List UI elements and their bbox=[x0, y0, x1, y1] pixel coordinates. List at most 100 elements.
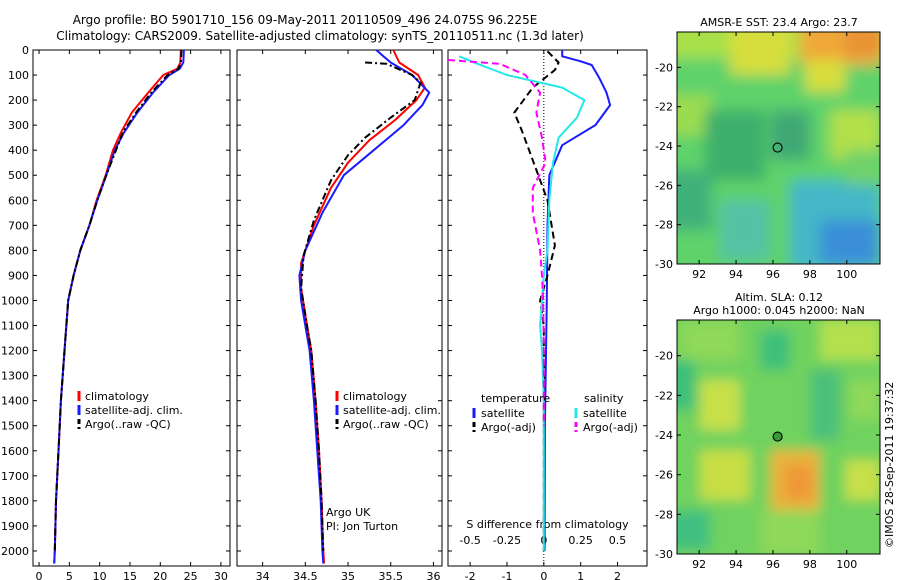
map-y-tick-label: -26 bbox=[655, 179, 673, 192]
map-y-tick-label: -28 bbox=[655, 219, 673, 232]
x-tick-label: 34 bbox=[256, 570, 270, 580]
y-tick-label: 900 bbox=[8, 269, 29, 282]
y-tick-label: 0 bbox=[22, 44, 29, 57]
x-tick-label: -1 bbox=[501, 570, 512, 580]
temperature-axes-box bbox=[32, 49, 231, 567]
legend-label: satellite-adj. clim. bbox=[343, 404, 441, 417]
x-tick-label: 25 bbox=[184, 570, 198, 580]
map-y-tick-label: -24 bbox=[655, 140, 673, 153]
x-tick-label: 5 bbox=[66, 570, 73, 580]
sst-map-panel: AMSR-E SST: 23.4 Argo: 23.7 92 94 bbox=[655, 16, 881, 281]
legend-label: Argo(-adj) bbox=[583, 421, 638, 434]
argo-annotation-1: PI: Jon Turton bbox=[326, 520, 398, 533]
y-tick-label: 1200 bbox=[1, 345, 29, 358]
difference-series-argo-adj- bbox=[513, 50, 560, 551]
header-line2: Climatology: CARS2009. Satellite-adjuste… bbox=[56, 29, 584, 43]
y-tick-label: 1600 bbox=[1, 445, 29, 458]
legend-label: Argo(..raw -QC) bbox=[85, 418, 171, 431]
map-x-tick-label: 96 bbox=[766, 268, 780, 281]
legend-label: satellite bbox=[583, 407, 627, 420]
difference-panel: -2-1012T difference from climatology-0.5… bbox=[447, 49, 648, 580]
sst-argo-marker bbox=[772, 142, 783, 153]
map-x-tick-label: 100 bbox=[836, 268, 857, 281]
map-x-tick-label: 98 bbox=[803, 268, 817, 281]
y-tick-label: 1100 bbox=[1, 320, 29, 333]
map-y-tick-label: -20 bbox=[655, 61, 673, 74]
map-y-tick-label: -22 bbox=[655, 101, 673, 114]
y-tick-label: 1300 bbox=[1, 370, 29, 383]
y-tick-label: 200 bbox=[8, 94, 29, 107]
y-tick-label: 700 bbox=[8, 219, 29, 232]
s-tick-label: 0.5 bbox=[609, 534, 627, 547]
x-tick-label: 0 bbox=[36, 570, 43, 580]
legend-header-salinity: salinity bbox=[584, 392, 624, 405]
legend-label: satellite-adj. clim. bbox=[85, 404, 183, 417]
temperature-series-climatology bbox=[53, 49, 182, 564]
map-x-tick-label: 96 bbox=[766, 558, 780, 571]
salinity-panel: 3434.53535.536salinityclimatologysatelli… bbox=[236, 49, 443, 580]
x-tick-label: 30 bbox=[214, 570, 228, 580]
x-tick-label: 2 bbox=[614, 570, 621, 580]
map-x-tick-label: 92 bbox=[692, 558, 706, 571]
y-tick-label: 1500 bbox=[1, 420, 29, 433]
legend-label: satellite bbox=[481, 407, 525, 420]
sla-argo-marker bbox=[772, 431, 783, 442]
x-tick-label: 0 bbox=[540, 570, 547, 580]
s-tick-label: -0.5 bbox=[459, 534, 480, 547]
map-y-tick-label: -26 bbox=[655, 469, 673, 482]
difference-series-argo-adj- bbox=[447, 59, 547, 426]
header-line1: Argo profile: BO 5901710_156 09-May-2011… bbox=[73, 13, 538, 27]
map-y-tick-label: -22 bbox=[655, 389, 673, 402]
argo-annotation-0: Argo UK bbox=[326, 506, 371, 519]
imos-watermark: ©IMOS 28-Sep-2011 19:37:32 bbox=[883, 382, 896, 548]
x-tick-label: 20 bbox=[153, 570, 167, 580]
x-tick-label: 35.5 bbox=[379, 570, 404, 580]
x-tick-label: 15 bbox=[123, 570, 137, 580]
y-tick-label: 1800 bbox=[1, 495, 29, 508]
legend-label: climatology bbox=[343, 390, 407, 403]
x-tick-label: 1 bbox=[577, 570, 584, 580]
s-tick-label: 0.25 bbox=[568, 534, 593, 547]
map-x-tick-label: 98 bbox=[803, 558, 817, 571]
y-tick-label: 1700 bbox=[1, 470, 29, 483]
x-tick-label: 10 bbox=[93, 570, 107, 580]
sla-map-panel: Altim. SLA: 0.12 Argo h1000: 0.045 h2000… bbox=[655, 291, 881, 571]
sst-map-title: AMSR-E SST: 23.4 Argo: 23.7 bbox=[700, 16, 858, 29]
s-tick-label: -0.25 bbox=[493, 534, 521, 547]
temperature-panel: 0100200300400500600700800900100011001200… bbox=[1, 44, 231, 580]
y-tick-label: 1400 bbox=[1, 395, 29, 408]
legend-label: climatology bbox=[85, 390, 149, 403]
map-x-tick-label: 100 bbox=[836, 558, 857, 571]
legend-label: Argo(..raw -QC) bbox=[343, 418, 429, 431]
y-tick-label: 600 bbox=[8, 194, 29, 207]
map-y-tick-label: -30 bbox=[655, 258, 673, 271]
salinity-axes-box bbox=[236, 49, 443, 567]
difference-axes-box bbox=[447, 49, 648, 567]
map-y-tick-label: -20 bbox=[655, 350, 673, 363]
map-y-tick-label: -30 bbox=[655, 548, 673, 561]
legend-header-temperature: temperature bbox=[481, 392, 550, 405]
x-tick-label: 36 bbox=[426, 570, 440, 580]
y-tick-label: 2000 bbox=[1, 545, 29, 558]
y-tick-label: 1000 bbox=[1, 294, 29, 307]
map-y-tick-label: -24 bbox=[655, 429, 673, 442]
y-tick-label: 500 bbox=[8, 169, 29, 182]
salinity-series-argo-raw-qc- bbox=[300, 61, 422, 552]
difference-x2label: S difference from climatology bbox=[466, 518, 629, 531]
map-y-tick-label: -28 bbox=[655, 508, 673, 521]
map-x-tick-label: 94 bbox=[729, 268, 743, 281]
x-tick-label: 34.5 bbox=[293, 570, 318, 580]
sla-map-title-2: Argo h1000: 0.045 h2000: NaN bbox=[693, 304, 865, 317]
map-x-tick-label: 92 bbox=[692, 268, 706, 281]
y-tick-label: 100 bbox=[8, 69, 29, 82]
y-tick-label: 300 bbox=[8, 119, 29, 132]
sla-map-title-1: Altim. SLA: 0.12 bbox=[735, 291, 823, 304]
map-x-tick-label: 94 bbox=[729, 558, 743, 571]
difference-series-satellite bbox=[543, 50, 612, 552]
x-tick-label: -2 bbox=[465, 570, 476, 580]
temperature-series-argo-raw-qc- bbox=[53, 49, 183, 552]
y-tick-label: 400 bbox=[8, 144, 29, 157]
y-tick-label: 1900 bbox=[1, 520, 29, 533]
x-tick-label: 35 bbox=[341, 570, 355, 580]
legend-label: Argo(-adj) bbox=[481, 421, 536, 434]
